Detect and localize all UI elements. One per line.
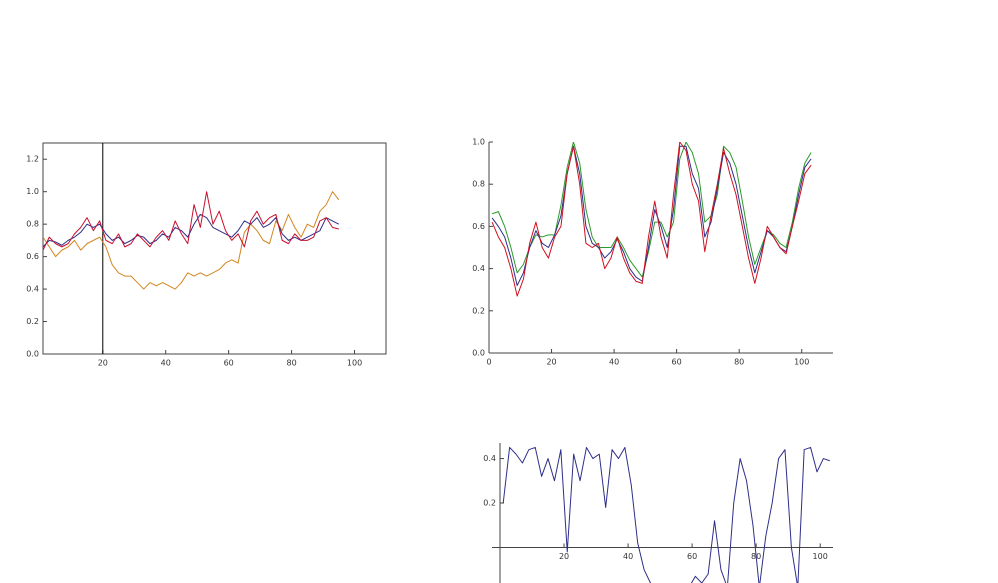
x-tick-label: 100 — [794, 358, 809, 367]
y-tick-label: 0.4 — [483, 454, 496, 463]
y-tick-label: 0.2 — [26, 317, 39, 326]
y-tick-label: 1.2 — [26, 155, 39, 164]
x-tick-label: 100 — [347, 359, 362, 368]
chart: 20 40 60 80 100 0.0 0.2 0.4 0.6 0.8 1.0 1.2 — [26, 142, 387, 368]
plot-area — [491, 142, 812, 297]
y-tick-label: 0.2 — [472, 306, 485, 315]
y-tick-label: 1.0 — [472, 138, 485, 147]
x-tick-label: 20 — [546, 358, 556, 367]
x-tick-label: 80 — [734, 358, 744, 367]
y-tick-label: 0.0 — [26, 350, 39, 359]
y-tick-label: 0.0 — [472, 349, 485, 358]
x-tick-label: 20 — [98, 359, 108, 368]
x-tick-label: 0 — [486, 358, 491, 367]
x-tick-label: 60 — [672, 358, 682, 367]
series-line — [43, 191, 340, 290]
plot-area — [43, 143, 340, 354]
y-tick-label: 0.8 — [26, 220, 39, 229]
y-tick-label: 0.2 — [483, 499, 496, 508]
x-tick-label: 100 — [813, 552, 828, 561]
x-tick-label: 40 — [623, 552, 633, 561]
series-line — [43, 213, 340, 248]
x-tick-label: 60 — [224, 359, 234, 368]
x-tick-label: 40 — [609, 358, 619, 367]
x-tick-label: 80 — [287, 359, 297, 368]
series-line — [502, 446, 830, 583]
y-tick-label: 1.0 — [26, 187, 39, 196]
x-tick-label: 20 — [559, 552, 569, 561]
y-tick-label: 0.4 — [472, 264, 485, 273]
frame — [42, 142, 387, 355]
x-tick-label: 40 — [161, 359, 171, 368]
y-tick-label: 0.6 — [472, 222, 485, 231]
plot-area — [502, 446, 830, 583]
y-tick-label: 0.8 — [472, 180, 485, 189]
x-tick-label: 60 — [687, 552, 697, 561]
y-tick-label: 0.4 — [26, 285, 39, 294]
series-line — [491, 145, 812, 286]
chart: 0 20 40 60 80 100 0.0 0.2 0.4 0.6 0.8 1.0 — [472, 138, 833, 367]
y-tick-label: 0.6 — [26, 252, 39, 261]
series-line — [43, 191, 339, 251]
series-line — [491, 142, 812, 278]
series-line — [491, 142, 812, 297]
